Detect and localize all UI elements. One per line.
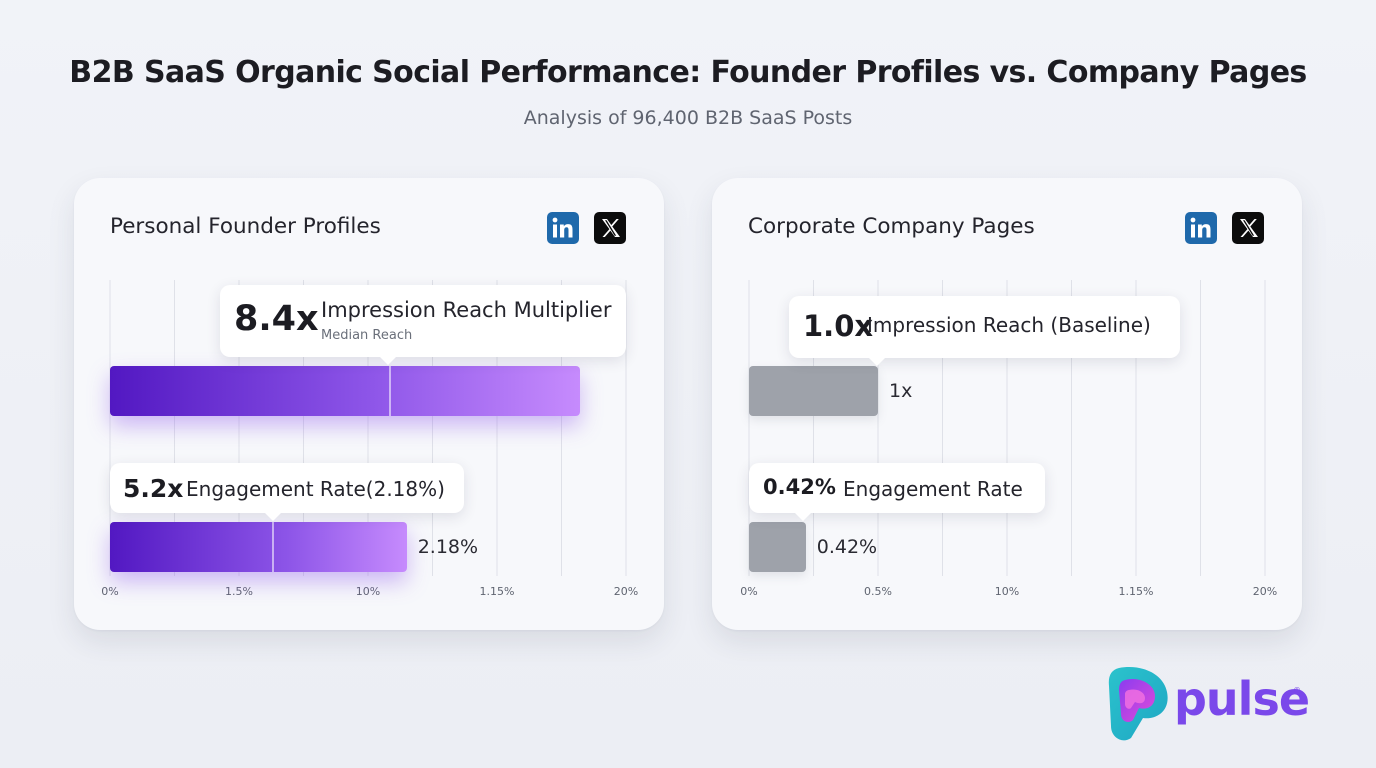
x-tick-label: 10% [994,585,1020,598]
page-title: B2B SaaS Organic Social Performance: Fou… [69,55,1307,90]
bar-engagement-rate [110,522,407,572]
x-twitter-icon [594,212,626,244]
callout-value: 1.0x [803,309,874,343]
callout-sublabel: Median Reach [321,328,413,343]
callout-value: 0.42% [763,475,836,499]
page-subtitle: Analysis of 96,400 B2B SaaS Posts [523,107,853,129]
impression-reach-callout: 1.0x Impression Reach (Baseline) [789,296,1180,366]
bar-impression-reach [749,366,878,416]
x-tick-label: 0.5% [864,585,892,598]
x-tick-label: 1.5% [225,585,253,598]
pulse-logo-text: pulse [1174,672,1310,726]
callout-label: Engagement Rate [843,477,1023,501]
bar-engagement-rate [749,522,806,572]
x-tick-label: 0% [740,585,758,598]
bar-impression-reach [110,366,580,416]
x-tick-label: 20% [613,585,639,598]
callout-value: 8.4x [234,299,319,339]
x-tick-label: 20% [1252,585,1278,598]
callout-value: 5.2x [123,474,184,503]
x-tick-label: 1.15% [479,585,515,598]
linkedin-icon [1185,212,1217,244]
bar-value-label: 2.18% [417,536,479,558]
impression-reach-callout: 8.4x Impression Reach Multiplier Median … [220,285,626,365]
callout-label: Impression Reach Multiplier [321,298,612,322]
registered-mark: ® [1293,686,1301,695]
x-twitter-icon [1232,212,1264,244]
engagement-rate-callout: 5.2x Engagement Rate(2.18%) [110,463,464,521]
pulse-logo-icon [1108,667,1168,741]
bar-value-label: 0.42% [816,536,878,558]
callout-label: Engagement Rate(2.18%) [186,477,445,501]
callout-label: Impression Reach (Baseline) [867,313,1151,337]
card-title: Personal Founder Profiles [110,214,381,239]
engagement-rate-callout: 0.42% Engagement Rate [749,463,1045,521]
founder-profiles-card: Personal Founder Profiles 0% 1.5% 10% 1.… [74,178,664,630]
bar-value-label: 1x [889,380,913,402]
company-pages-card: Corporate Company Pages 0% 0.5% 10% 1.15… [712,178,1302,630]
x-tick-label: 1.15% [1118,585,1154,598]
x-tick-label: 10% [355,585,381,598]
linkedin-icon [547,212,579,244]
x-tick-label: 0% [101,585,119,598]
card-title: Corporate Company Pages [748,214,1035,239]
